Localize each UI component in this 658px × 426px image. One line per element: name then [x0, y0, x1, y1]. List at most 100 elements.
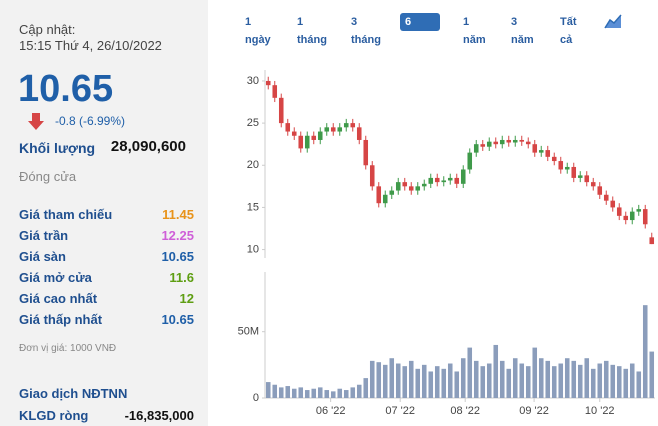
candle-body — [558, 161, 564, 170]
candle-body — [551, 156, 557, 162]
candle-body — [473, 144, 479, 153]
volume-bar — [629, 363, 635, 398]
candle-body — [330, 127, 336, 132]
volume-bar — [590, 368, 596, 398]
volume-bar — [499, 360, 505, 398]
range-tab[interactable]: 6 tháng — [400, 13, 440, 46]
candle-body — [265, 80, 271, 86]
candle-body — [272, 85, 278, 98]
candle-body — [356, 127, 362, 140]
candle-body — [486, 141, 492, 147]
price-change: -0.8 (-6.99%) — [55, 114, 126, 128]
volume-bar — [434, 366, 440, 398]
candle-body — [649, 237, 655, 245]
candle-body — [636, 209, 642, 212]
candle-body — [441, 180, 447, 183]
quote-panel: Cập nhật: 15:15 Thứ 4, 26/10/2022 10.65 … — [0, 0, 208, 426]
volume-bar — [298, 387, 304, 398]
volume-bar — [382, 364, 388, 398]
volume-bar — [584, 358, 590, 398]
volume-bar — [265, 382, 271, 398]
y-tick-label: 30 — [247, 75, 259, 87]
volume-bar — [525, 366, 531, 398]
volume-bar — [337, 388, 343, 398]
volume-bar — [389, 358, 395, 398]
volume-bar — [636, 371, 642, 398]
volume-bar — [278, 387, 284, 398]
row-value: 11.6 — [169, 270, 194, 285]
y-tick-label: 0 — [253, 392, 259, 404]
net-label: KLGD ròng — [19, 408, 89, 423]
candle-body — [402, 182, 408, 187]
range-tab[interactable]: 1 năm — [463, 16, 486, 46]
candle-body — [454, 177, 460, 184]
candle-body — [480, 144, 486, 147]
candle-body — [343, 123, 349, 128]
range-tab[interactable]: 1 ngày — [245, 16, 271, 46]
candle-body — [278, 97, 284, 124]
candle-body — [597, 186, 603, 195]
volume-bar — [603, 360, 609, 398]
unit-note: Đơn vị giá: 1000 VNĐ — [19, 343, 117, 354]
candle-body — [298, 135, 304, 149]
y-tick-label: 15 — [247, 201, 259, 213]
candle-body — [376, 186, 382, 204]
volume-bar — [311, 388, 317, 398]
volume-bar — [610, 364, 616, 398]
candle-body — [428, 177, 434, 184]
volume-bar — [291, 388, 297, 398]
x-tick-label: 10 '22 — [585, 405, 615, 417]
volume-bar — [506, 368, 512, 398]
volume-bar — [447, 363, 453, 398]
candle-body — [499, 139, 505, 145]
volume-bar — [519, 363, 525, 398]
row-label: Giá cao nhất — [19, 291, 98, 306]
candle-body — [642, 209, 648, 225]
candle-body — [408, 186, 414, 191]
volume-bar — [467, 347, 473, 398]
candle-body — [467, 152, 473, 170]
x-tick-label: 09 '22 — [519, 405, 549, 417]
volume-bar — [473, 360, 479, 398]
updated-label: Cập nhật: — [19, 22, 76, 37]
volume-bar — [402, 366, 408, 398]
row-value: 10.65 — [161, 312, 194, 327]
candle-body — [434, 177, 440, 183]
candle-body — [460, 169, 466, 184]
net-value: -16,835,000 — [124, 408, 194, 423]
candle-body — [350, 123, 356, 128]
volume-bar — [317, 387, 323, 398]
range-tab[interactable]: 3 năm — [511, 16, 534, 46]
volume-bar — [551, 366, 557, 398]
candle-body — [571, 166, 577, 178]
candle-body — [382, 194, 388, 204]
candle-body — [363, 139, 369, 166]
volume-bar — [597, 363, 603, 398]
range-tab[interactable]: 3 tháng — [351, 16, 381, 46]
candle-body — [532, 144, 538, 153]
candle-body — [623, 215, 629, 221]
candle-body — [447, 177, 453, 181]
candle-body — [545, 150, 551, 157]
x-tick-label: 06 '22 — [316, 405, 346, 417]
volume-bar — [415, 368, 421, 398]
status: Đóng cửa — [19, 169, 77, 184]
chart-type-icon[interactable] — [604, 12, 622, 30]
volume-bar — [564, 358, 570, 398]
row-value: 11.45 — [162, 207, 194, 222]
volume-bar — [558, 363, 564, 398]
row-label: Giá tham chiếu — [19, 207, 113, 222]
range-tab[interactable]: 1 tháng — [297, 16, 327, 46]
down-arrow — [28, 113, 44, 130]
range-tab[interactable]: Tất cả — [560, 16, 577, 46]
candle-body — [415, 186, 421, 191]
volume-bar — [460, 358, 466, 398]
candle-body — [584, 175, 590, 183]
volume-bar — [408, 360, 414, 398]
candle-body — [577, 175, 583, 178]
volume-value: 28,090,600 — [110, 138, 186, 155]
volume-label: Khối lượng — [19, 140, 96, 156]
x-tick-label: 08 '22 — [450, 405, 480, 417]
row-value: 12 — [179, 291, 194, 306]
volume-bar — [623, 368, 629, 398]
